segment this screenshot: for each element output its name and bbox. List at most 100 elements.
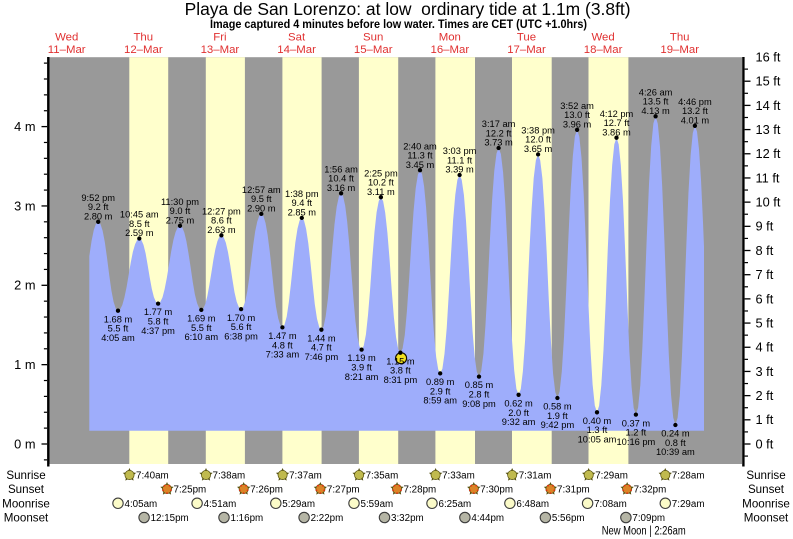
svg-text:1.3 ft: 1.3 ft [587, 425, 608, 435]
svg-text:7:32pm: 7:32pm [634, 485, 667, 496]
svg-text:16–Mar: 16–Mar [430, 44, 469, 56]
svg-text:7:37am: 7:37am [289, 471, 322, 482]
svg-text:9.2 ft: 9.2 ft [88, 202, 109, 212]
svg-text:2.75 m: 2.75 m [166, 215, 195, 225]
svg-text:7:08am: 7:08am [594, 499, 627, 510]
svg-text:Sunset: Sunset [748, 483, 785, 496]
svg-text:12.7 ft: 12.7 ft [604, 118, 630, 128]
svg-text:1.2 ft: 1.2 ft [626, 428, 647, 438]
svg-text:5.5 ft: 5.5 ft [108, 324, 129, 334]
svg-text:7:28am: 7:28am [672, 471, 705, 482]
svg-text:7:33 am: 7:33 am [266, 350, 300, 360]
svg-text:7:40am: 7:40am [136, 471, 169, 482]
svg-text:2.8 ft: 2.8 ft [469, 390, 490, 400]
svg-text:Fri: Fri [213, 31, 226, 43]
svg-text:Thu: Thu [670, 31, 690, 43]
svg-text:10:39 am: 10:39 am [656, 447, 695, 457]
svg-text:14 ft: 14 ft [756, 98, 781, 113]
svg-text:3.16 m: 3.16 m [327, 183, 356, 193]
svg-text:9:32 am: 9:32 am [502, 417, 536, 427]
svg-text:6 ft: 6 ft [756, 291, 774, 306]
svg-text:Moonset: Moonset [744, 512, 789, 525]
svg-text:0 ft: 0 ft [756, 436, 774, 451]
svg-text:11:30 pm: 11:30 pm [161, 197, 199, 207]
svg-text:7:31am: 7:31am [519, 471, 552, 482]
svg-text:3.45 m: 3.45 m [406, 160, 435, 170]
svg-text:2:22pm: 2:22pm [311, 513, 344, 524]
svg-text:6:25am: 6:25am [439, 499, 472, 510]
svg-text:12.2 ft: 12.2 ft [486, 128, 512, 138]
svg-text:12:27 pm: 12:27 pm [202, 206, 241, 216]
svg-text:8.6 ft: 8.6 ft [211, 216, 232, 226]
svg-text:4:05am: 4:05am [125, 499, 158, 510]
svg-text:3:52 am: 3:52 am [560, 101, 594, 111]
svg-text:4:05 am: 4:05 am [101, 333, 135, 343]
svg-text:13.2 ft: 13.2 ft [682, 106, 708, 116]
svg-text:2:40 am: 2:40 am [403, 141, 437, 151]
svg-text:Tue: Tue [517, 31, 536, 43]
svg-text:3 ft: 3 ft [756, 364, 774, 379]
svg-text:10 ft: 10 ft [756, 195, 781, 210]
svg-text:4.8 ft: 4.8 ft [272, 340, 293, 350]
svg-text:12.0 ft: 12.0 ft [525, 135, 551, 145]
svg-text:Thu: Thu [133, 31, 153, 43]
svg-text:7:27pm: 7:27pm [327, 485, 360, 496]
svg-text:7:46 pm: 7:46 pm [305, 352, 339, 362]
svg-text:1.44 m: 1.44 m [307, 333, 336, 343]
svg-text:10:05 am: 10:05 am [578, 435, 617, 445]
svg-text:5:56pm: 5:56pm [552, 513, 585, 524]
svg-text:3:03 pm: 3:03 pm [443, 146, 477, 156]
svg-text:1:16pm: 1:16pm [231, 513, 264, 524]
svg-text:2.63 m: 2.63 m [207, 225, 236, 235]
svg-text:7:33am: 7:33am [442, 471, 475, 482]
svg-text:3.96 m: 3.96 m [563, 119, 592, 129]
svg-text:1.68 m: 1.68 m [104, 314, 133, 324]
svg-text:3:32pm: 3:32pm [391, 513, 424, 524]
svg-text:0.89 m: 0.89 m [426, 377, 455, 387]
svg-text:2 ft: 2 ft [756, 388, 774, 403]
svg-text:7 ft: 7 ft [756, 267, 774, 282]
svg-text:2:25 pm: 2:25 pm [364, 168, 398, 178]
svg-text:Moonset: Moonset [4, 512, 49, 525]
svg-text:11 ft: 11 ft [756, 170, 780, 185]
svg-text:5:29am: 5:29am [282, 499, 315, 510]
svg-text:0.62 m: 0.62 m [504, 399, 533, 409]
svg-text:Moonrise: Moonrise [2, 497, 50, 510]
svg-text:0.8 ft: 0.8 ft [665, 438, 686, 448]
svg-text:2 m: 2 m [14, 278, 35, 293]
svg-text:4.7 ft: 4.7 ft [311, 343, 332, 353]
svg-text:16 ft: 16 ft [756, 49, 781, 64]
svg-text:0.24 m: 0.24 m [661, 429, 690, 439]
svg-text:3.73 m: 3.73 m [484, 138, 513, 148]
svg-text:12:15pm: 12:15pm [151, 513, 189, 524]
svg-text:7:31pm: 7:31pm [557, 485, 590, 496]
svg-text:11.1 ft: 11.1 ft [447, 155, 473, 165]
svg-text:3 m: 3 m [14, 198, 35, 213]
svg-text:4:26 am: 4:26 am [639, 87, 673, 97]
svg-text:9.5 ft: 9.5 ft [251, 194, 272, 204]
svg-text:13.5 ft: 13.5 ft [643, 97, 669, 107]
svg-text:0.37 m: 0.37 m [622, 418, 651, 428]
svg-text:5 ft: 5 ft [756, 316, 774, 331]
svg-text:1.9 ft: 1.9 ft [547, 411, 568, 421]
svg-text:7:26pm: 7:26pm [250, 485, 283, 496]
svg-text:12–Mar: 12–Mar [124, 44, 163, 56]
svg-text:2.0 ft: 2.0 ft [508, 408, 529, 418]
svg-text:3.65 m: 3.65 m [524, 144, 553, 154]
svg-text:9:42 pm: 9:42 pm [541, 420, 575, 430]
svg-text:Sunset: Sunset [8, 483, 45, 496]
svg-text:1.77 m: 1.77 m [144, 307, 173, 317]
svg-text:9 ft: 9 ft [756, 219, 774, 234]
svg-text:8:21 am: 8:21 am [345, 372, 379, 382]
svg-text:2.59 m: 2.59 m [125, 228, 154, 238]
svg-text:3:38 pm: 3:38 pm [521, 125, 555, 135]
svg-text:2.9 ft: 2.9 ft [430, 386, 451, 396]
svg-text:7:30pm: 7:30pm [480, 485, 513, 496]
svg-text:11.3 ft: 11.3 ft [407, 151, 433, 161]
svg-text:9.0 ft: 9.0 ft [170, 206, 191, 216]
svg-text:10.4 ft: 10.4 ft [328, 174, 354, 184]
svg-text:10.2 ft: 10.2 ft [368, 178, 394, 188]
svg-text:1 ft: 1 ft [756, 412, 774, 427]
svg-text:19–Mar: 19–Mar [660, 44, 699, 56]
svg-text:1:38 pm: 1:38 pm [285, 189, 319, 199]
